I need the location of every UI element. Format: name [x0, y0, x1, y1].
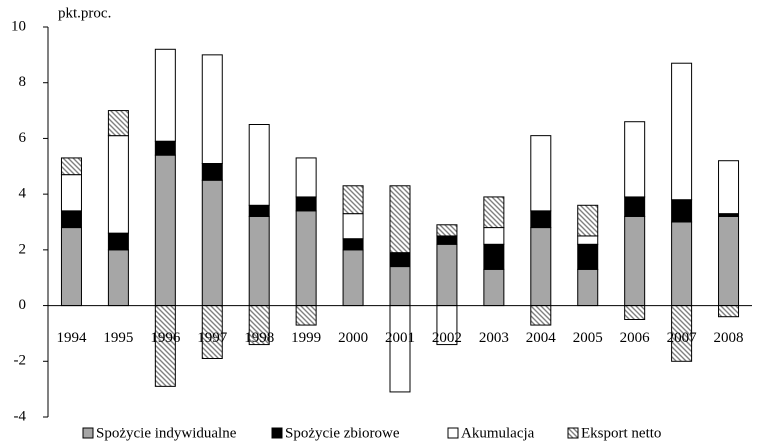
x-tick-label: 2008 — [714, 330, 744, 346]
bar-segment — [107, 232, 129, 251]
bar-segment — [577, 204, 599, 237]
bar-segment — [107, 249, 129, 307]
y-tick-label: -4 — [14, 408, 27, 424]
bar-segment — [671, 62, 693, 201]
x-tick-label: 2001 — [385, 330, 415, 346]
bar-segment — [201, 179, 223, 307]
bar-segment — [436, 235, 458, 245]
bar-segment — [389, 305, 411, 393]
x-tick-label: 1999 — [291, 330, 321, 346]
legend-swatch — [447, 427, 459, 439]
x-tick-label: 1994 — [56, 330, 87, 346]
bar-segment — [295, 305, 317, 326]
x-tick-label: 1997 — [197, 330, 228, 346]
bar-segment — [342, 249, 364, 307]
bar-segment — [436, 243, 458, 307]
legend-label: Akumulacja — [461, 425, 535, 441]
y-tick-label: 0 — [19, 297, 27, 313]
bar-segment — [624, 121, 646, 198]
bar-segment — [483, 268, 505, 307]
x-tick-label: 1996 — [150, 330, 181, 346]
x-tick-label: 2004 — [526, 330, 557, 346]
bar-segment — [342, 238, 364, 251]
bar-segment — [201, 54, 223, 165]
bar-segment — [60, 227, 82, 307]
x-tick-label: 2006 — [620, 330, 651, 346]
bar-segment — [483, 243, 505, 270]
bar-segment — [389, 266, 411, 307]
bar-segment — [624, 215, 646, 307]
y-tick-label: 4 — [19, 186, 27, 202]
bar-segment — [530, 135, 552, 212]
x-tick-label: 1998 — [244, 330, 274, 346]
x-tick-label: 2000 — [338, 330, 368, 346]
y-tick-label: 10 — [11, 18, 26, 34]
bar-segment — [60, 174, 82, 212]
x-tick-label: 2007 — [667, 330, 698, 346]
y-tick-label: -2 — [14, 353, 27, 369]
y-tick-label: 6 — [19, 130, 27, 146]
y-tick-label: 8 — [19, 74, 27, 90]
bar-segment — [295, 210, 317, 307]
bar-segment — [248, 215, 270, 307]
bar-segment — [671, 221, 693, 307]
bar-segment — [154, 48, 176, 142]
legend-swatch — [271, 427, 283, 439]
bar-segment — [718, 160, 740, 215]
bar-segment — [154, 140, 176, 156]
bar-segment — [624, 305, 646, 321]
x-tick-label: 2005 — [573, 330, 603, 346]
bar-segment — [577, 268, 599, 307]
bar-segment — [342, 213, 364, 240]
x-tick-label: 2003 — [479, 330, 509, 346]
bar-segment — [60, 157, 82, 176]
bar-segment — [577, 243, 599, 270]
bar-segment — [483, 196, 505, 229]
x-tick-label: 2002 — [432, 330, 462, 346]
bar-segment — [483, 227, 505, 245]
bar-segment — [718, 215, 740, 307]
legend-label: Spożycie zbiorowe — [285, 425, 400, 441]
legend-label: Spożycie indywidualne — [96, 425, 237, 441]
bar-segment — [248, 124, 270, 206]
y-axis-label: pkt.proc. — [58, 5, 111, 21]
bar-segment — [107, 110, 129, 137]
x-tick-label: 1995 — [103, 330, 133, 346]
bar-segment — [389, 185, 411, 254]
bar-segment — [624, 196, 646, 217]
bar-segment — [718, 305, 740, 318]
bar-segment — [201, 163, 223, 181]
bar-segment — [154, 154, 176, 307]
bar-segment — [530, 210, 552, 229]
bar-segment — [60, 210, 82, 229]
bar-segment — [342, 185, 364, 215]
bar-segment — [248, 204, 270, 217]
bar-segment — [436, 224, 458, 237]
legend-swatch — [567, 427, 579, 439]
y-tick-label: 2 — [19, 241, 27, 257]
bar-segment — [389, 252, 411, 268]
bar-segment — [577, 235, 599, 245]
bar-segment — [295, 196, 317, 212]
bar-segment — [671, 199, 693, 223]
bar-segment — [530, 305, 552, 326]
bar-segment — [107, 135, 129, 234]
bar-segment — [295, 157, 317, 198]
legend-swatch — [82, 427, 94, 439]
bar-segment — [530, 227, 552, 307]
legend-label: Eksport netto — [581, 425, 661, 441]
